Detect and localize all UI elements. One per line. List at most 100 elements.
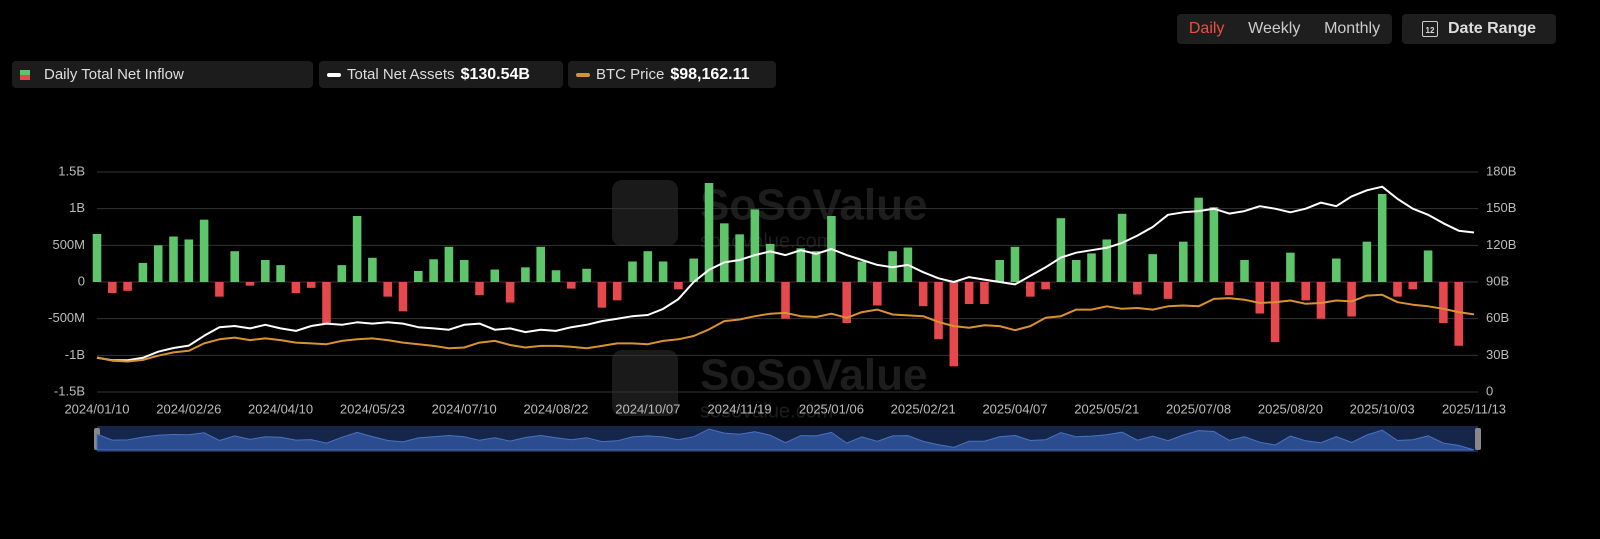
y2-tick-label: 180B (1486, 163, 1516, 178)
bar (169, 236, 178, 282)
legend-swatch (327, 72, 341, 77)
bar (1316, 282, 1326, 319)
bar (781, 282, 790, 319)
x-tick-label: 2025/02/21 (891, 401, 956, 416)
bar (995, 260, 1004, 282)
y-tick-label: -500M (48, 310, 85, 325)
bar (658, 261, 668, 282)
bar (291, 282, 301, 293)
period-button[interactable]: Daily (1188, 20, 1225, 37)
bar (368, 257, 377, 282)
bar (949, 282, 959, 367)
legend-swatch (576, 72, 590, 77)
period-button[interactable]: Weekly (1248, 20, 1301, 37)
bar (475, 282, 484, 296)
bar (934, 282, 943, 340)
legend-item[interactable]: Daily Total Net Inflow (12, 61, 313, 88)
date-range-button[interactable]: 12 Date Range (1402, 14, 1556, 44)
watermark: SoSoValue (700, 181, 927, 230)
bar (857, 261, 867, 282)
bar (505, 282, 515, 303)
bar (245, 282, 255, 286)
bar (352, 216, 362, 282)
legend-item[interactable]: Total Net Assets $130.54B (319, 61, 563, 88)
bar (1270, 282, 1280, 343)
bar (918, 282, 928, 307)
bar (1209, 207, 1219, 282)
watermark-logo (612, 180, 678, 246)
bar (811, 251, 821, 282)
bar (414, 271, 423, 282)
bar (215, 282, 224, 297)
bar (1133, 282, 1142, 295)
bar (597, 282, 607, 308)
bar (261, 260, 270, 282)
navigator-handle[interactable] (1475, 428, 1481, 450)
bar (551, 270, 561, 282)
bar (306, 282, 316, 288)
bar (1286, 252, 1295, 282)
bar (1056, 218, 1066, 282)
bar (1010, 246, 1020, 282)
legend-item[interactable]: BTC Price $98,162.11 (568, 61, 776, 88)
bar (735, 234, 744, 282)
bar (1347, 282, 1356, 317)
bar (1026, 282, 1035, 297)
y2-tick-label: 60B (1486, 310, 1509, 325)
watermark-logo (612, 350, 678, 416)
bar (567, 282, 576, 289)
y-tick-label: 1B (69, 200, 85, 215)
bar (1087, 253, 1096, 282)
bar (199, 219, 209, 282)
line (96, 185, 1475, 362)
bar (1377, 194, 1387, 282)
bar (444, 246, 454, 282)
bar (842, 282, 851, 324)
legend-value: $98,162.11 (670, 65, 750, 83)
bar (536, 246, 545, 282)
x-tick-label: 2025/05/21 (1074, 401, 1139, 416)
bar (1224, 282, 1234, 296)
watermark-url: sosovalue.com (700, 230, 833, 252)
y2-tick-label: 0 (1486, 383, 1493, 398)
bar (1071, 260, 1081, 282)
y-tick-label: 0 (78, 273, 85, 288)
bar (1194, 197, 1203, 282)
bar (1362, 241, 1372, 282)
bar (964, 282, 974, 304)
bar (765, 243, 775, 282)
x-tick-label: 2025/07/08 (1166, 401, 1231, 416)
bar (612, 282, 622, 301)
x-tick-label: 2024/11/19 (708, 401, 772, 416)
bar (1332, 258, 1341, 282)
y-tick-label: 1.5B (58, 163, 85, 178)
x-tick-label: 2025/01/06 (799, 401, 864, 416)
period-switch: Daily Weekly Monthly (1177, 14, 1392, 44)
bar (153, 245, 163, 282)
watermark: SoSoValue (700, 351, 927, 400)
bar (704, 183, 714, 282)
calendar-icon: 12 (1421, 21, 1438, 37)
y-tick-label: -1B (65, 347, 85, 362)
bar (383, 282, 392, 297)
bar (720, 223, 729, 282)
bar (643, 251, 653, 282)
bar (1163, 282, 1173, 299)
x-tick-label: 2024/05/23 (340, 401, 405, 416)
y-tick-label: 500M (52, 237, 85, 252)
legend-swatch (20, 69, 30, 80)
bar (490, 269, 500, 282)
bar (1179, 241, 1188, 282)
bar (322, 282, 331, 324)
bar (429, 259, 438, 282)
bar (337, 265, 347, 282)
bar (1117, 213, 1127, 282)
period-button[interactable]: Monthly (1324, 20, 1381, 37)
bar (138, 262, 148, 282)
x-tick-label: 2025/10/03 (1350, 401, 1415, 416)
bar (92, 233, 102, 282)
legend-value: $130.54B (460, 65, 530, 83)
bar (674, 282, 683, 290)
